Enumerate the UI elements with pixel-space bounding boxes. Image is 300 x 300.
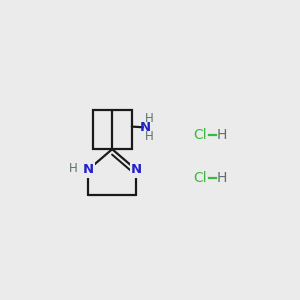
Text: H: H (69, 162, 78, 175)
Text: H: H (145, 112, 154, 125)
Text: N: N (131, 164, 142, 176)
Text: H: H (217, 128, 227, 142)
Text: H: H (145, 130, 154, 142)
Text: H: H (217, 171, 227, 185)
Text: Cl: Cl (193, 171, 207, 185)
Text: N: N (140, 121, 151, 134)
Text: N: N (82, 164, 94, 176)
Text: Cl: Cl (193, 128, 207, 142)
